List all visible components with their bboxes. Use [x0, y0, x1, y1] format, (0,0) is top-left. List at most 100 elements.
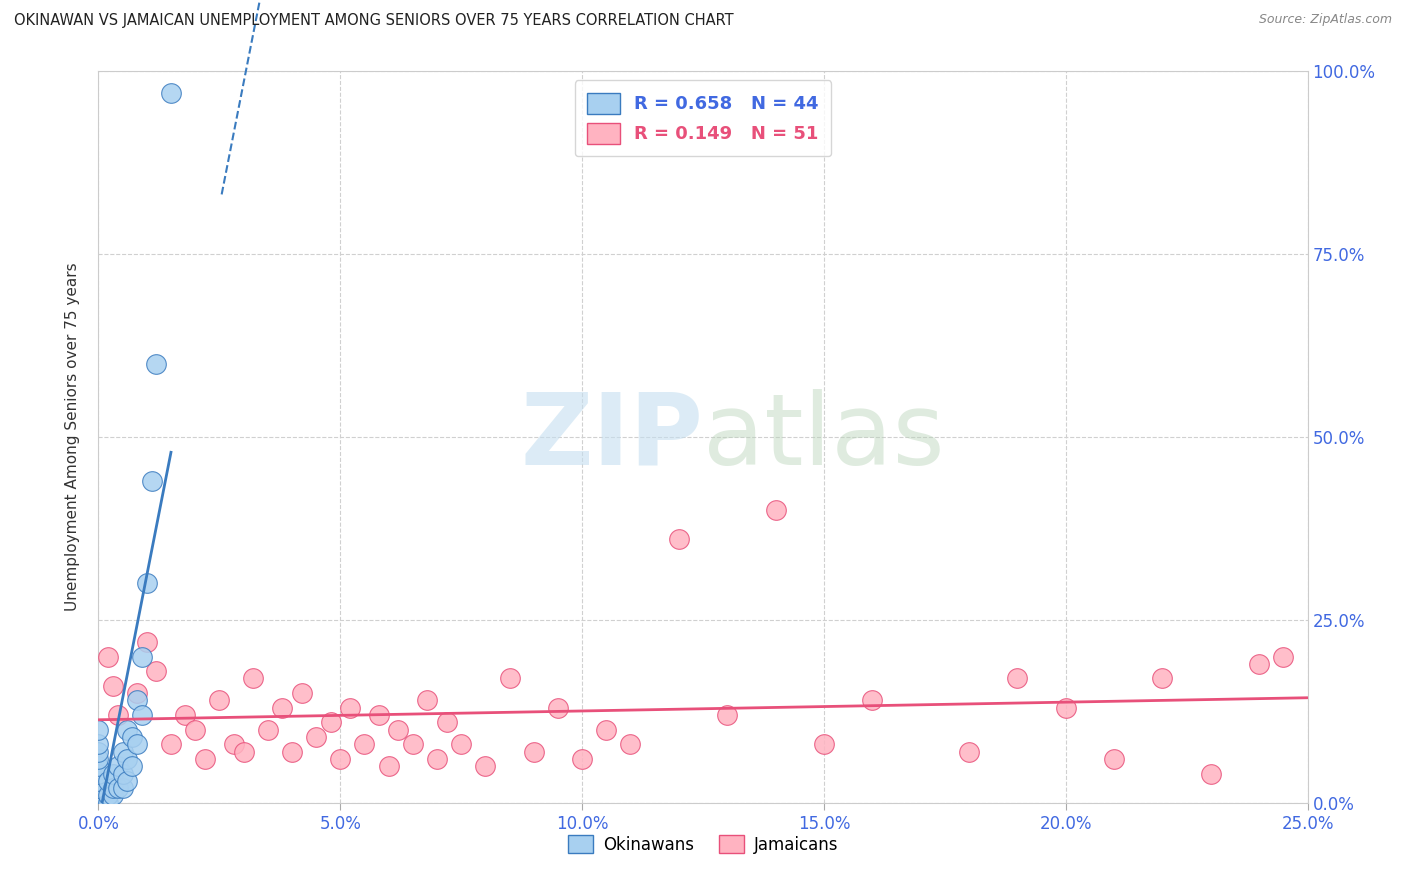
- Point: [87, 789, 110, 803]
- Point: [87, 796, 110, 810]
- Point: [145, 664, 167, 678]
- Point: [957, 745, 980, 759]
- Point: [595, 723, 617, 737]
- Point: [1054, 700, 1077, 714]
- Point: [107, 759, 129, 773]
- Text: ZIP: ZIP: [520, 389, 703, 485]
- Point: [87, 796, 110, 810]
- Point: [1152, 672, 1174, 686]
- Point: [271, 700, 294, 714]
- Point: [87, 781, 110, 796]
- Point: [860, 693, 883, 707]
- Point: [353, 737, 375, 751]
- Point: [87, 737, 110, 751]
- Point: [222, 737, 245, 751]
- Point: [97, 789, 120, 803]
- Point: [319, 715, 342, 730]
- Point: [101, 781, 124, 796]
- Point: [135, 635, 157, 649]
- Point: [426, 752, 449, 766]
- Point: [127, 686, 149, 700]
- Point: [1249, 657, 1271, 671]
- Point: [107, 781, 129, 796]
- Point: [87, 745, 110, 759]
- Point: [97, 796, 120, 810]
- Point: [121, 730, 143, 744]
- Point: [97, 773, 120, 788]
- Point: [131, 649, 153, 664]
- Point: [377, 759, 399, 773]
- Point: [87, 773, 110, 788]
- Point: [290, 686, 312, 700]
- Point: [1199, 766, 1222, 780]
- Point: [141, 474, 163, 488]
- Point: [668, 533, 690, 547]
- Point: [131, 708, 153, 723]
- Point: [121, 759, 143, 773]
- Point: [329, 752, 352, 766]
- Point: [87, 781, 110, 796]
- Point: [160, 87, 183, 101]
- Point: [498, 672, 520, 686]
- Point: [87, 796, 110, 810]
- Point: [450, 737, 472, 751]
- Point: [160, 737, 183, 751]
- Point: [117, 773, 139, 788]
- Point: [87, 759, 110, 773]
- Point: [1102, 752, 1125, 766]
- Point: [174, 708, 197, 723]
- Point: [256, 723, 278, 737]
- Point: [619, 737, 641, 751]
- Point: [194, 752, 217, 766]
- Point: [547, 700, 569, 714]
- Point: [87, 796, 110, 810]
- Point: [242, 672, 264, 686]
- Point: [281, 745, 304, 759]
- Point: [523, 745, 546, 759]
- Point: [208, 693, 231, 707]
- Point: [1272, 649, 1295, 664]
- Point: [416, 693, 439, 707]
- Point: [135, 576, 157, 591]
- Legend: Okinawans, Jamaicans: Okinawans, Jamaicans: [561, 829, 845, 860]
- Point: [97, 649, 120, 664]
- Point: [1007, 672, 1029, 686]
- Point: [87, 796, 110, 810]
- Point: [87, 789, 110, 803]
- Point: [111, 745, 134, 759]
- Text: atlas: atlas: [703, 389, 945, 485]
- Point: [339, 700, 361, 714]
- Point: [101, 766, 124, 780]
- Point: [87, 723, 110, 737]
- Point: [117, 723, 139, 737]
- Point: [184, 723, 207, 737]
- Point: [101, 789, 124, 803]
- Point: [87, 796, 110, 810]
- Text: Source: ZipAtlas.com: Source: ZipAtlas.com: [1258, 13, 1392, 27]
- Point: [107, 708, 129, 723]
- Point: [87, 796, 110, 810]
- Point: [127, 693, 149, 707]
- Point: [765, 503, 787, 517]
- Point: [368, 708, 391, 723]
- Point: [127, 737, 149, 751]
- Point: [474, 759, 496, 773]
- Point: [87, 796, 110, 810]
- Point: [305, 730, 328, 744]
- Text: OKINAWAN VS JAMAICAN UNEMPLOYMENT AMONG SENIORS OVER 75 YEARS CORRELATION CHART: OKINAWAN VS JAMAICAN UNEMPLOYMENT AMONG …: [14, 13, 734, 29]
- Point: [117, 752, 139, 766]
- Point: [813, 737, 835, 751]
- Point: [145, 357, 167, 371]
- Point: [111, 766, 134, 780]
- Point: [571, 752, 593, 766]
- Point: [111, 781, 134, 796]
- Point: [402, 737, 425, 751]
- Point: [87, 789, 110, 803]
- Point: [716, 708, 738, 723]
- Point: [436, 715, 458, 730]
- Point: [387, 723, 409, 737]
- Point: [87, 752, 110, 766]
- Point: [232, 745, 254, 759]
- Y-axis label: Unemployment Among Seniors over 75 years: Unemployment Among Seniors over 75 years: [65, 263, 80, 611]
- Point: [101, 679, 124, 693]
